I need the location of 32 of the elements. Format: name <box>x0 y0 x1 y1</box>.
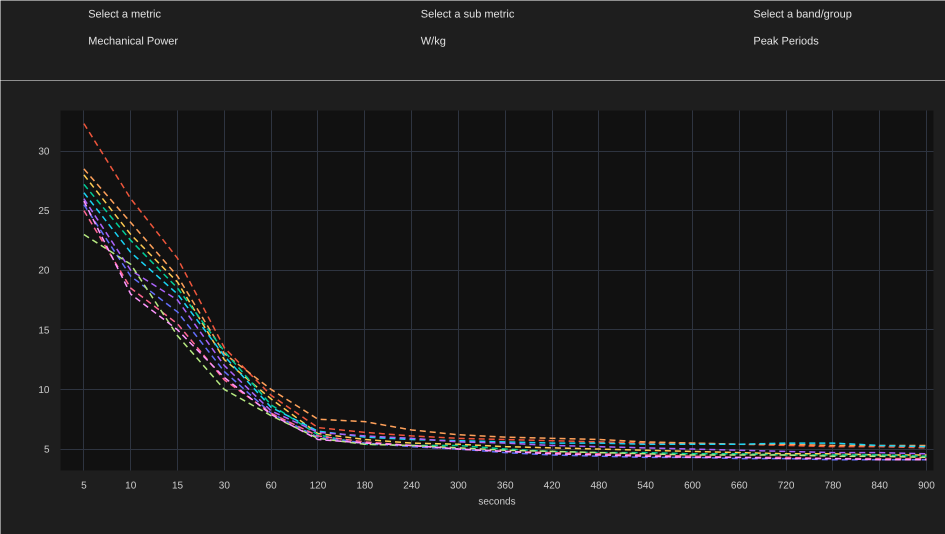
y-tick-label: 25 <box>38 206 50 218</box>
y-tick-label: 5 <box>44 444 50 456</box>
x-tick-label: 60 <box>266 480 278 492</box>
x-tick-label: 900 <box>918 480 936 492</box>
x-tick-label: 780 <box>824 480 842 492</box>
y-tick-label: 30 <box>38 146 50 158</box>
x-tick-label: 15 <box>172 480 184 492</box>
x-tick-label: 600 <box>684 480 702 492</box>
x-tick-label: 540 <box>637 480 654 492</box>
x-tick-label: 840 <box>871 480 888 492</box>
x-tick-label: 240 <box>403 480 420 492</box>
x-tick-label: 30 <box>218 480 230 492</box>
x-tick-label: 660 <box>730 480 748 492</box>
x-tick-label: 180 <box>356 480 374 492</box>
x-tick-label: 420 <box>544 480 561 492</box>
x-tick-label: 480 <box>590 480 608 492</box>
text: Mechanical Power <box>88 36 178 48</box>
text: Select a sub metric <box>420 8 515 20</box>
x-tick-label: 360 <box>496 480 514 492</box>
x-tick-label: 5 <box>81 480 88 492</box>
y-tick-label: 10 <box>38 384 50 396</box>
y-tick-label: 20 <box>38 266 50 277</box>
x-axis-title: seconds <box>478 496 516 508</box>
x-tick-label: 120 <box>310 480 327 492</box>
y-tick-label: 15 <box>38 325 50 336</box>
x-tick-label: 300 <box>450 480 468 492</box>
text: Select a metric <box>88 8 162 20</box>
text: W/kg <box>420 36 446 48</box>
x-tick-label: 10 <box>125 480 137 492</box>
text: Peak Periods <box>753 36 820 48</box>
x-tick-label: 720 <box>778 480 795 492</box>
text: Select a band/group <box>753 8 852 20</box>
